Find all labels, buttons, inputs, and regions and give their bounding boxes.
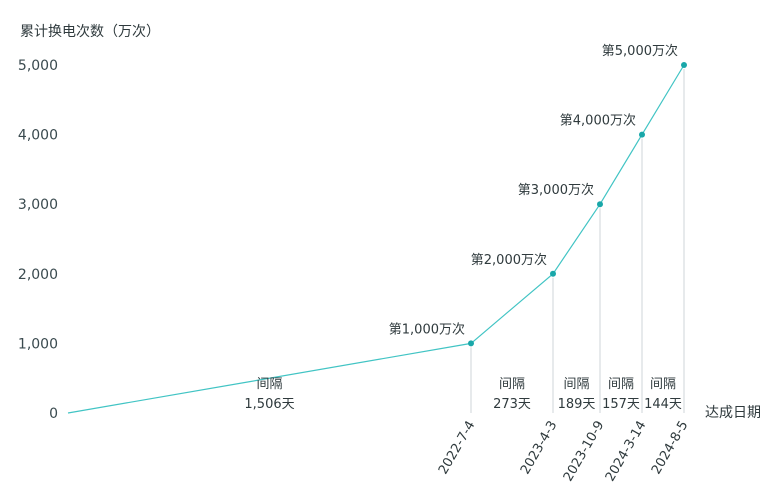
data-point: [639, 131, 645, 138]
interval-title: 间隔: [608, 377, 634, 392]
interval-days: 157天: [602, 397, 640, 412]
interval-title: 间隔: [650, 377, 676, 392]
milestone-label: 第1,000万次: [389, 321, 465, 337]
y-axis-title: 累计换电次数（万次）: [20, 23, 160, 40]
interval-title: 间隔: [563, 377, 589, 392]
date-label: 2022-7-4: [436, 419, 478, 478]
y-tick-label: 3,000: [18, 197, 58, 213]
data-point: [550, 270, 556, 277]
interval-title: 间隔: [256, 377, 282, 392]
interval-days: 273天: [493, 397, 531, 412]
data-point: [681, 62, 687, 68]
series-line: [67, 64, 685, 414]
date-label: 2023-10-9: [561, 419, 608, 485]
y-tick-label: 0: [49, 406, 58, 422]
date-label: 2023-4-3: [518, 419, 560, 478]
y-tick-label: 5,000: [18, 58, 58, 74]
x-axis-title: 达成日期: [705, 405, 761, 421]
date-label: 2024-8-5: [649, 419, 691, 478]
interval-days: 1,506天: [244, 397, 294, 412]
vertical-guides: [470, 69, 685, 413]
data-point: [597, 201, 603, 208]
milestone-labels: 第1,000万次 第2,000万次 第3,000万次 第4,000万次 第5,000万次: [389, 43, 678, 337]
interval-days: 144天: [644, 397, 682, 412]
y-tick-label: 1,000: [18, 336, 58, 352]
data-point: [468, 340, 474, 347]
milestone-label: 第2,000万次: [471, 252, 547, 268]
y-tick-label: 2,000: [18, 267, 58, 283]
milestone-label: 第5,000万次: [602, 43, 678, 59]
cumulative-line: [67, 64, 685, 414]
y-tick-label: 4,000: [18, 128, 58, 144]
interval-title: 间隔: [499, 377, 525, 392]
interval-days: 189天: [558, 397, 596, 412]
date-label: 2024-3-14: [603, 419, 650, 485]
data-points: [468, 62, 687, 347]
milestone-label: 第3,000万次: [518, 182, 594, 198]
milestone-label: 第4,000万次: [560, 113, 636, 129]
y-axis-ticks: 0 1,000 2,000 3,000 4,000 5,000: [18, 58, 58, 422]
